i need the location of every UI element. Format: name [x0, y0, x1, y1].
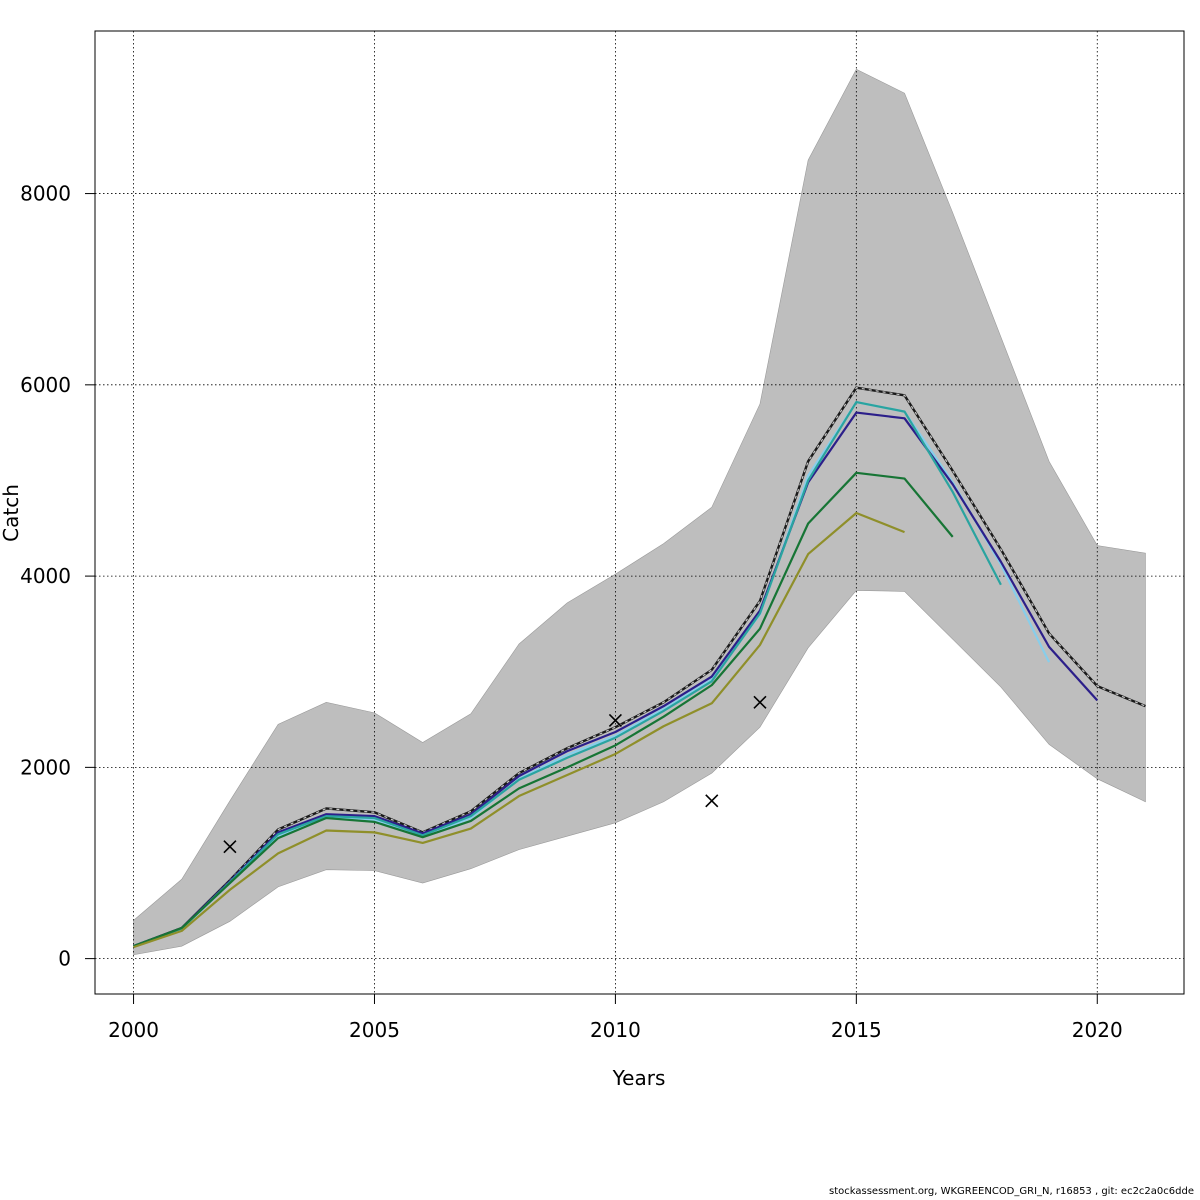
y-tick-label-2000: 2000 [20, 755, 71, 779]
confidence-band-layer [133, 68, 1146, 956]
x-tick-label-2015: 2015 [831, 1018, 882, 1042]
x-tick-label-2000: 2000 [108, 1018, 159, 1042]
observation-layer [223, 695, 767, 854]
observation-marker-2012 [705, 794, 719, 808]
footer-note: stockassessment.org, WKGREENCOD_GRI_N, r… [829, 1186, 1194, 1197]
x-tick-label-2010: 2010 [590, 1018, 641, 1042]
series-line-1-dash [133, 387, 1146, 947]
series-line-6 [133, 511, 905, 949]
series-layer [133, 386, 1146, 949]
grid-layer [95, 31, 1184, 994]
observation-marker-2002 [223, 840, 237, 854]
series-line-3 [133, 411, 1099, 948]
y-axis-title: Catch [0, 484, 23, 542]
series-line-4 [133, 400, 1002, 948]
plot-frame [94, 30, 1185, 995]
axes-layer: 2000 2005 2010 2015 2020 0 2000 4000 6000 8000 [20, 30, 1185, 1042]
y-tick-label-8000: 8000 [20, 182, 71, 206]
series-line-5 [133, 471, 954, 948]
observation-marker-2010 [608, 713, 622, 728]
x-axis-title: Years [612, 1066, 666, 1090]
x-tick-label-2020: 2020 [1072, 1018, 1123, 1042]
y-tick-label-0: 0 [58, 947, 71, 971]
x-tick-label-2005: 2005 [349, 1018, 400, 1042]
confidence-band [133, 68, 1146, 956]
y-tick-label-6000: 6000 [20, 373, 71, 397]
y-tick-label-4000: 4000 [20, 564, 71, 588]
observation-marker-2013 [753, 695, 767, 709]
